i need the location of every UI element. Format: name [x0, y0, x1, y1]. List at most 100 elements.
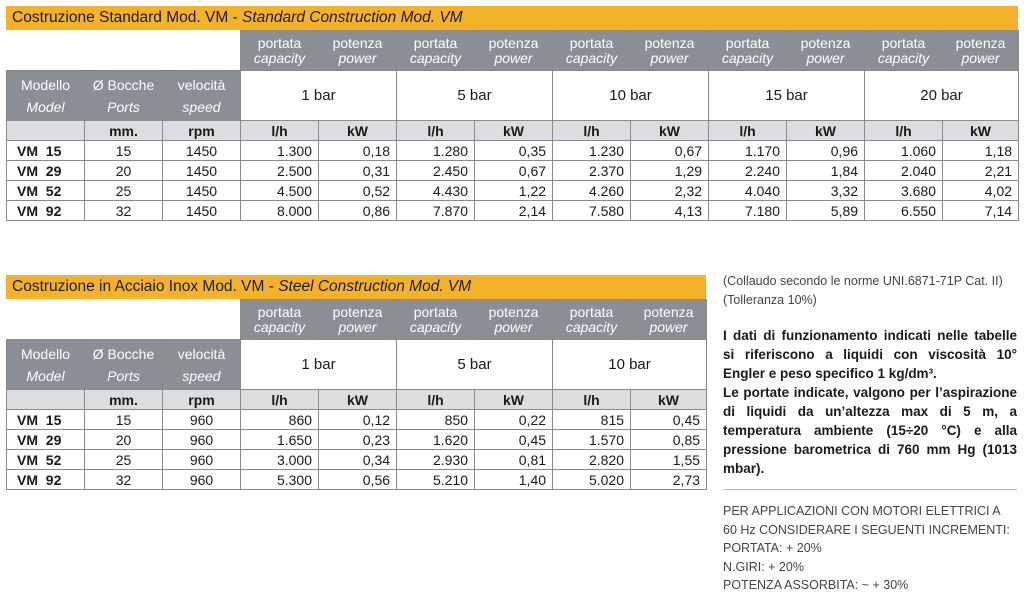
title-main: Costruzione Standard Mod. VM - [12, 9, 243, 26]
title-italic: Standard Construction Mod. VM [242, 9, 463, 26]
power-value: 2,73 [630, 469, 708, 490]
flow-value: 8.000 [240, 200, 320, 221]
flow-value: 1.650 [240, 429, 320, 450]
power-value: 0,56 [318, 469, 398, 490]
model-header: Modello Model [6, 339, 85, 390]
power-value: 0,86 [318, 200, 398, 221]
ports-header: Ø Bocche Ports [84, 70, 163, 121]
unit-kw: kW [318, 120, 398, 141]
port-size: 15 [84, 140, 163, 161]
header-it: portata [257, 34, 302, 51]
speed-header: velocità speed [161, 70, 242, 121]
header-en: capacity [721, 49, 774, 66]
pressure-header: 1 bar [240, 339, 398, 390]
speed-value: 1450 [161, 200, 242, 221]
flow-value: 3.680 [864, 180, 944, 201]
unit-kw: kW [474, 120, 554, 141]
potenza-header: potenza power [630, 299, 708, 340]
flow-value: 2.820 [552, 449, 632, 470]
divider [723, 489, 1017, 490]
unit-lh: l/h [240, 120, 320, 141]
table-row: VM 29 20 1450 2.500 0,31 2.450 0,67 2.370 1,29 2.… [6, 160, 1020, 181]
power-value: 7,14 [942, 200, 1020, 221]
table-row: VM 15 15 960 860 0,12 850 0,22 815 0,45 [6, 409, 708, 430]
header-en: Model [26, 98, 65, 115]
standard-performance-table: portata capacity potenza power portata capaci… [6, 30, 1020, 221]
flow-value: 1.060 [864, 140, 944, 161]
title-main: Costruzione in Acciaio Inox Mod. VM - [12, 278, 279, 295]
flow-value: 4.040 [708, 180, 788, 201]
power-value: 0,18 [318, 140, 398, 161]
port-size: 32 [84, 200, 163, 221]
pressure-header: 10 bar [552, 70, 710, 121]
portata-header: portata capacity [240, 30, 320, 71]
unit-mm: mm. [84, 120, 163, 141]
header-it: potenza [332, 303, 383, 320]
header-row-units: mm. rpm l/h kW l/h kW l/h kW l/h kW l/h kW [6, 120, 1020, 141]
portata-header: portata capacity [240, 299, 320, 340]
unit-lh: l/h [552, 120, 632, 141]
model-header: Modello Model [6, 70, 85, 121]
port-size: 20 [84, 429, 163, 450]
potenza-header: potenza power [318, 299, 398, 340]
flow-value: 815 [552, 409, 632, 430]
model-name: VM 29 [6, 429, 85, 450]
table-row: VM 92 32 1450 8.000 0,86 7.870 2,14 7.580 4,13 7.… [6, 200, 1020, 221]
flow-value: 5.300 [240, 469, 320, 490]
flow-value: 1.300 [240, 140, 320, 161]
flow-value: 4.500 [240, 180, 320, 201]
table-row: VM 29 20 960 1.650 0,23 1.620 0,45 1.570 0,85 [6, 429, 708, 450]
header-en: power [338, 318, 377, 335]
header-en: capacity [253, 318, 306, 335]
port-size: 25 [84, 180, 163, 201]
power-value: 0,12 [318, 409, 398, 430]
header-row-units: mm. rpm l/h kW l/h kW l/h kW [6, 389, 708, 410]
header-it: portata [413, 303, 458, 320]
speed-value: 1450 [161, 140, 242, 161]
power-value: 2,21 [942, 160, 1020, 181]
unit-kw: kW [786, 120, 866, 141]
note-rpm-increment: N.GIRI: + 20% [723, 559, 804, 574]
header-it: velocità [177, 345, 226, 362]
flow-value: 4.260 [552, 180, 632, 201]
power-value: 2,32 [630, 180, 710, 201]
power-value: 2,14 [474, 200, 554, 221]
flow-value: 1.570 [552, 429, 632, 450]
flow-value: 5.020 [552, 469, 632, 490]
header-en: Ports [107, 367, 140, 384]
header-row-quantity: portata capacity potenza power portata capaci… [7, 299, 708, 340]
pressure-header: 5 bar [396, 339, 554, 390]
port-size: 15 [84, 409, 163, 430]
header-en: power [806, 49, 845, 66]
flow-value: 1.230 [552, 140, 632, 161]
potenza-header: potenza power [630, 30, 710, 71]
flow-value: 860 [240, 409, 320, 430]
header-en: power [494, 318, 533, 335]
power-value: 1,55 [630, 449, 708, 470]
header-it: potenza [488, 34, 539, 51]
header-en: speed [182, 367, 221, 384]
power-value: 1,22 [474, 180, 554, 201]
power-value: 0,96 [786, 140, 866, 161]
power-value: 0,45 [630, 409, 708, 430]
power-value: 4,02 [942, 180, 1020, 201]
power-value: 3,32 [786, 180, 866, 201]
power-value: 1,29 [630, 160, 710, 181]
header-en: Ports [107, 98, 140, 115]
potenza-header: potenza power [942, 30, 1020, 71]
header-en: capacity [253, 49, 306, 66]
flow-value: 6.550 [864, 200, 944, 221]
power-value: 5,89 [786, 200, 866, 221]
header-row-pressure: Modello Model Ø Bocche Ports velocità speed 1 … [6, 339, 708, 390]
pressure-header: 15 bar [708, 70, 866, 121]
header-en: capacity [409, 318, 462, 335]
header-it: portata [725, 34, 770, 51]
potenza-header: potenza power [474, 30, 554, 71]
header-it: potenza [643, 303, 694, 320]
header-row-quantity: portata capacity potenza power portata capaci… [7, 30, 1020, 71]
test-standard-note: (Collaudo secondo le norme UNI.6871-71P … [723, 274, 1003, 288]
unit-kw: kW [942, 120, 1020, 141]
unit-lh: l/h [396, 120, 476, 141]
header-it: potenza [332, 34, 383, 51]
note-flow-increment: PORTATA: + 20% [723, 541, 822, 555]
